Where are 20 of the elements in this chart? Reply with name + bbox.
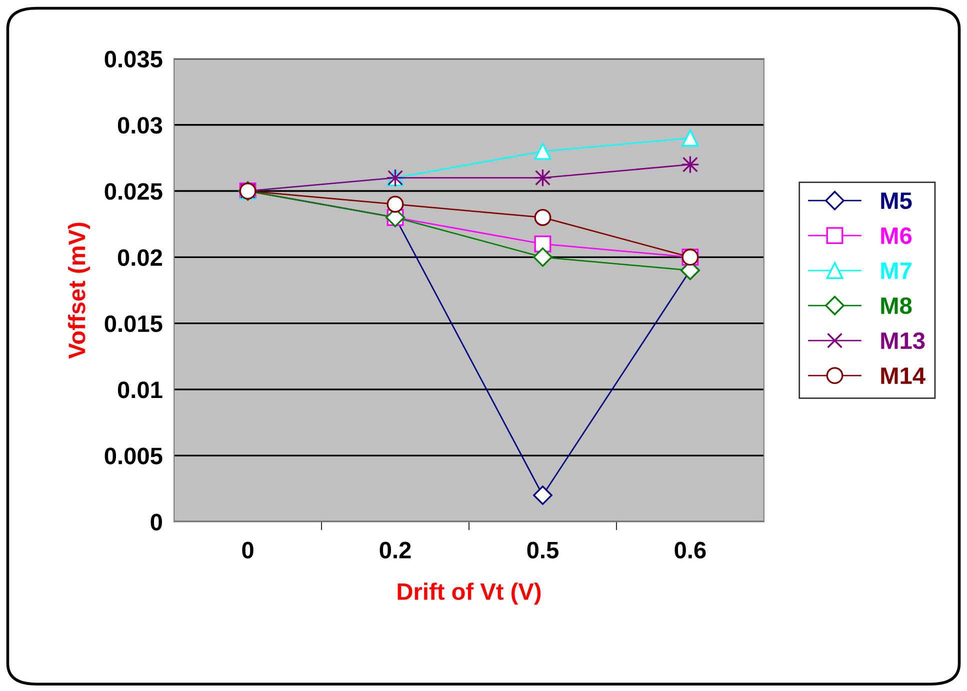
- legend-label: M13: [881, 332, 925, 350]
- y-tick-label: 0.02: [118, 249, 162, 266]
- y-tick-label: 0.01: [118, 381, 162, 398]
- y-tick-label: 0: [150, 514, 162, 530]
- legend-label: M8: [881, 297, 912, 314]
- y-axis-title: Voffset (mV): [68, 222, 90, 359]
- legend-label: M6: [881, 227, 912, 244]
- y-tick-label: 0.015: [104, 315, 162, 332]
- legend-label: M5: [881, 192, 912, 210]
- x-tick-label: 0: [242, 542, 254, 558]
- legend-label: M7: [881, 262, 912, 279]
- y-tick-label: 0.03: [118, 116, 162, 134]
- legend-label: M14: [881, 368, 926, 384]
- y-tick-label: 0.005: [104, 448, 162, 464]
- x-axis-title: Drift of Vt (V): [398, 582, 541, 605]
- x-tick-label: 0.5: [527, 542, 558, 558]
- x-tick-label: 0.6: [674, 542, 706, 558]
- y-tick-label: 0.025: [104, 183, 162, 200]
- x-tick-label: 0.2: [380, 542, 411, 558]
- y-tick-label: 0.035: [104, 50, 162, 68]
